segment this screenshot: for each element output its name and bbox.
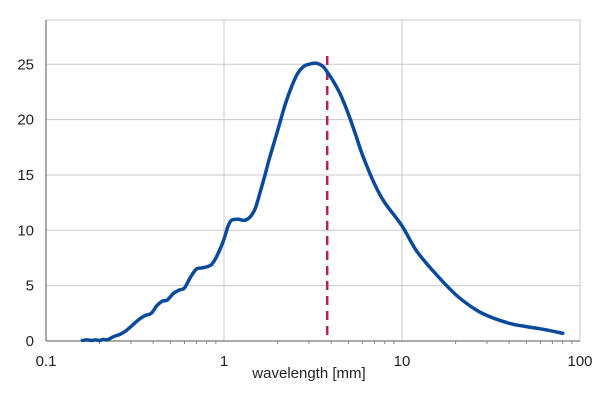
y-tick-label: 10 bbox=[17, 222, 34, 239]
tick-labels: 0 5 10 15 20 25 0.1 1 10 100 bbox=[17, 56, 592, 370]
x-tick-label: 1 bbox=[220, 353, 228, 370]
series-line bbox=[80, 61, 565, 343]
grid-lines bbox=[46, 19, 581, 341]
y-tick-label: 5 bbox=[26, 278, 34, 295]
x-tick-label: 0.1 bbox=[36, 353, 57, 370]
x-axis-label: wavelength [mm] bbox=[251, 365, 365, 382]
y-tick-label: 20 bbox=[17, 112, 34, 129]
y-tick-label: 15 bbox=[17, 167, 34, 184]
y-tick-label: 0 bbox=[26, 333, 34, 350]
axes bbox=[45, 20, 580, 344]
series-group bbox=[80, 61, 565, 343]
x-tick-label: 10 bbox=[394, 353, 411, 370]
x-tick-label: 100 bbox=[567, 353, 592, 370]
y-tick-label: 25 bbox=[17, 56, 34, 73]
